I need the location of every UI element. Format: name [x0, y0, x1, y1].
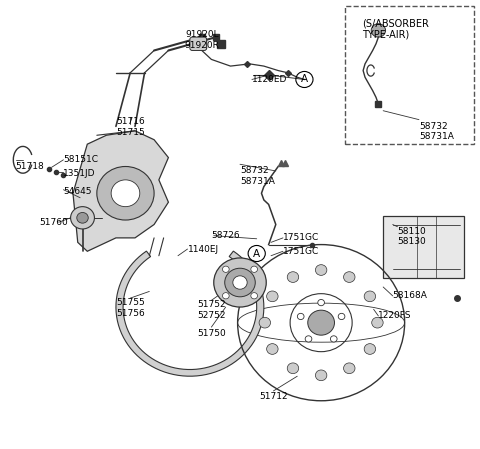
- Circle shape: [371, 24, 385, 37]
- Circle shape: [259, 317, 271, 328]
- Text: 58110
58130: 58110 58130: [397, 227, 426, 246]
- Text: 1140EJ: 1140EJ: [188, 245, 218, 254]
- Text: 54645: 54645: [63, 186, 92, 195]
- Circle shape: [223, 266, 229, 273]
- Circle shape: [315, 370, 327, 381]
- Circle shape: [225, 268, 255, 297]
- Circle shape: [364, 291, 376, 302]
- FancyBboxPatch shape: [190, 37, 206, 50]
- Circle shape: [71, 207, 95, 229]
- Text: 51716
51715: 51716 51715: [116, 117, 144, 137]
- Circle shape: [318, 299, 324, 306]
- Text: 1129ED: 1129ED: [252, 75, 288, 84]
- Circle shape: [338, 313, 345, 320]
- Circle shape: [344, 272, 355, 282]
- Text: 51712: 51712: [259, 392, 288, 401]
- Circle shape: [305, 336, 312, 342]
- Text: 1220FS: 1220FS: [378, 312, 412, 321]
- Circle shape: [214, 258, 266, 307]
- Circle shape: [223, 293, 229, 299]
- Circle shape: [266, 291, 278, 302]
- Circle shape: [308, 310, 335, 335]
- Polygon shape: [73, 131, 168, 251]
- Circle shape: [97, 167, 154, 220]
- Circle shape: [330, 336, 337, 342]
- Text: (S/ABSORBER
TYPE-AIR): (S/ABSORBER TYPE-AIR): [362, 18, 429, 40]
- Text: 58726: 58726: [211, 231, 240, 240]
- Text: 51760: 51760: [39, 218, 68, 227]
- Circle shape: [344, 363, 355, 374]
- Text: 1751GC: 1751GC: [283, 233, 319, 242]
- Text: 91920L
91920R: 91920L 91920R: [184, 31, 219, 50]
- Circle shape: [251, 266, 257, 273]
- Text: 51752
52752: 51752 52752: [197, 300, 226, 320]
- Text: A: A: [301, 75, 308, 84]
- Text: 1751GC: 1751GC: [283, 247, 319, 256]
- Circle shape: [315, 264, 327, 275]
- Text: 51755
51756: 51755 51756: [116, 298, 144, 317]
- Text: 58732
58731A: 58732 58731A: [240, 167, 275, 186]
- Text: A: A: [253, 248, 260, 259]
- Circle shape: [287, 272, 299, 282]
- Circle shape: [364, 343, 376, 354]
- Polygon shape: [116, 251, 264, 376]
- Text: 58151C: 58151C: [63, 155, 98, 164]
- Circle shape: [266, 343, 278, 354]
- Circle shape: [287, 363, 299, 374]
- Text: 51718: 51718: [16, 162, 45, 171]
- Circle shape: [298, 313, 304, 320]
- Text: 58168A: 58168A: [393, 291, 428, 300]
- Circle shape: [251, 293, 257, 299]
- Circle shape: [233, 276, 247, 289]
- Circle shape: [77, 212, 88, 223]
- Bar: [345, 6, 474, 144]
- Text: 51750: 51750: [197, 330, 226, 339]
- Polygon shape: [383, 216, 464, 278]
- Text: 1351JD: 1351JD: [63, 169, 96, 178]
- Text: 58732
58731A: 58732 58731A: [419, 122, 454, 141]
- Circle shape: [372, 317, 383, 328]
- Circle shape: [111, 180, 140, 207]
